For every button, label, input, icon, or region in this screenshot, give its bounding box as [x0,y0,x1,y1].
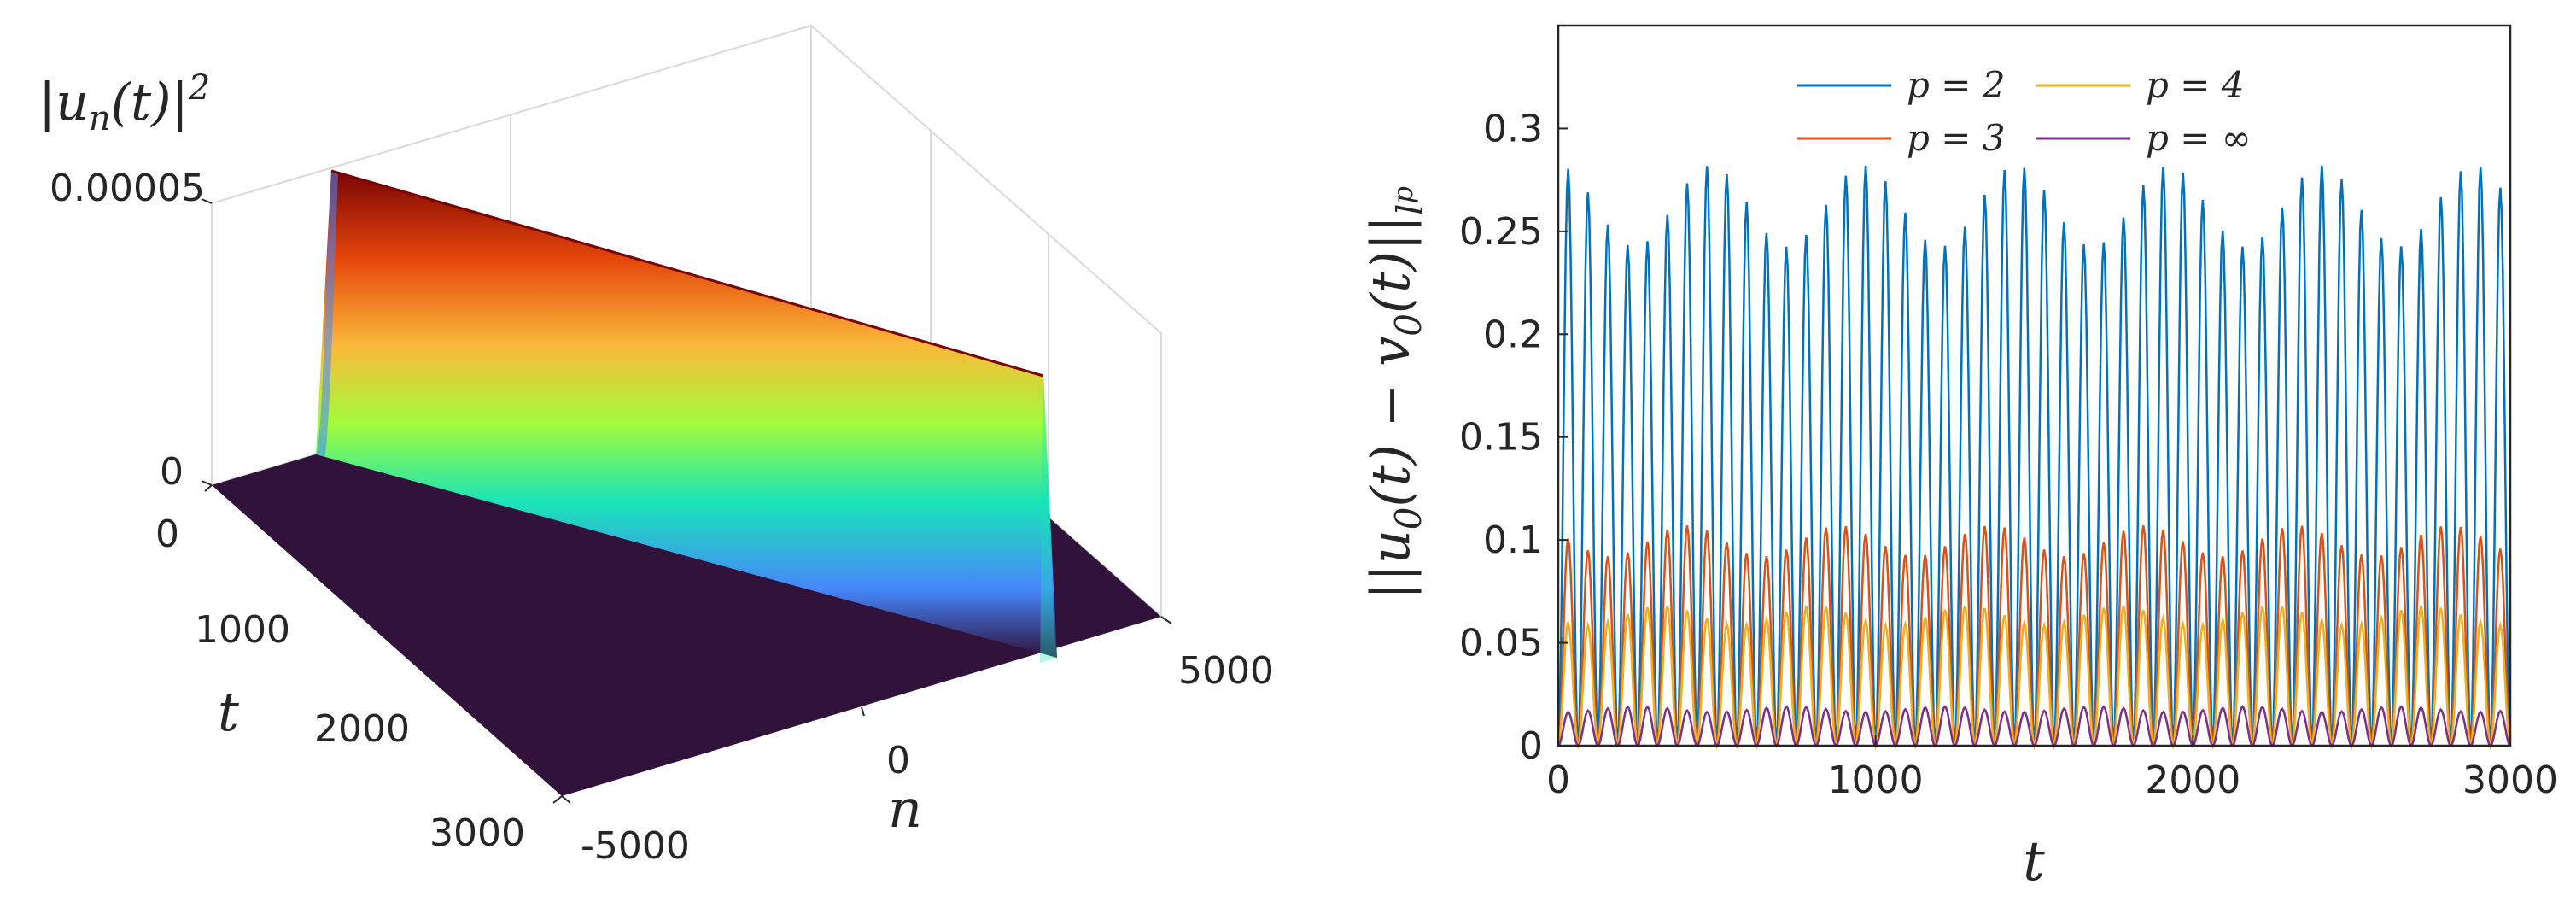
svg-text:p = 4: p = 4 [2146,64,2245,106]
n-tick-neg5000: -5000 [581,824,690,868]
z-axis-label: |un(t)|2 [38,68,210,138]
y-tick-label: 0.05 [1459,622,1543,665]
t-tick-0: 0 [155,513,179,556]
t-tick-1000: 1000 [195,608,290,652]
x-axis-label: t [2023,830,2045,893]
surface-chart: 0 0.00005 |un(t)|2 0 1000 2000 3000 t -5… [38,24,1274,868]
surface-ridge-edge [1040,376,1057,663]
y-tick-label: 0.1 [1483,518,1543,562]
surface-ridge-shoulder [316,171,338,457]
x-tick-label: 0 [1546,759,1570,802]
surface-ridge-crest [330,169,1044,378]
y-tick-label: 0 [1519,724,1543,768]
y-tick-label: 0.15 [1459,416,1543,460]
t-axis-label: t [218,681,239,743]
t-tick-2000: 2000 [314,707,410,751]
z-tick-0: 0 [160,450,184,494]
surface-ridge [316,171,1057,658]
n-tick-5000: 5000 [1178,649,1274,693]
legend-item-p4: p = 4 [2036,64,2245,106]
svg-text:p = ∞: p = ∞ [2146,117,2252,159]
svg-text:p = 2: p = 2 [1907,64,2006,106]
plot-frame [1557,24,2512,747]
legend: p = 2 p = 4 p = 3 p = ∞ [1797,64,2252,159]
x-tick-label: 1000 [1828,759,1924,802]
ticks-layer: 0 1000 2000 3000 0 0.05 0.1 0.15 0.2 0.25 0.3 [1459,107,2558,802]
n-tick-0: 0 [886,739,910,782]
n-axis-label: n [888,777,922,840]
y-tick-label: 0.25 [1459,210,1543,254]
line-chart: 0 1000 2000 3000 0 0.05 0.1 0.15 0.2 0.25 0.3 ||u0… [1359,24,2558,893]
t-tick-3000: 3000 [429,811,525,855]
svg-text:p = 3: p = 3 [1907,117,2006,159]
z-tick-max: 0.00005 [50,167,205,210]
legend-item-pinf: p = ∞ [2036,117,2252,159]
plot-area [1558,26,2510,746]
x-tick-label: 3000 [2462,759,2558,802]
y-tick-label: 0.3 [1483,107,1543,150]
legend-item-p2: p = 2 [1797,64,2006,106]
x-tick-label: 2000 [2145,759,2240,802]
y-axis-label: ||u0(t) − v0(t)||lp [1359,186,1431,600]
y-tick-label: 0.2 [1483,313,1543,356]
legend-item-p3: p = 3 [1797,117,2006,159]
